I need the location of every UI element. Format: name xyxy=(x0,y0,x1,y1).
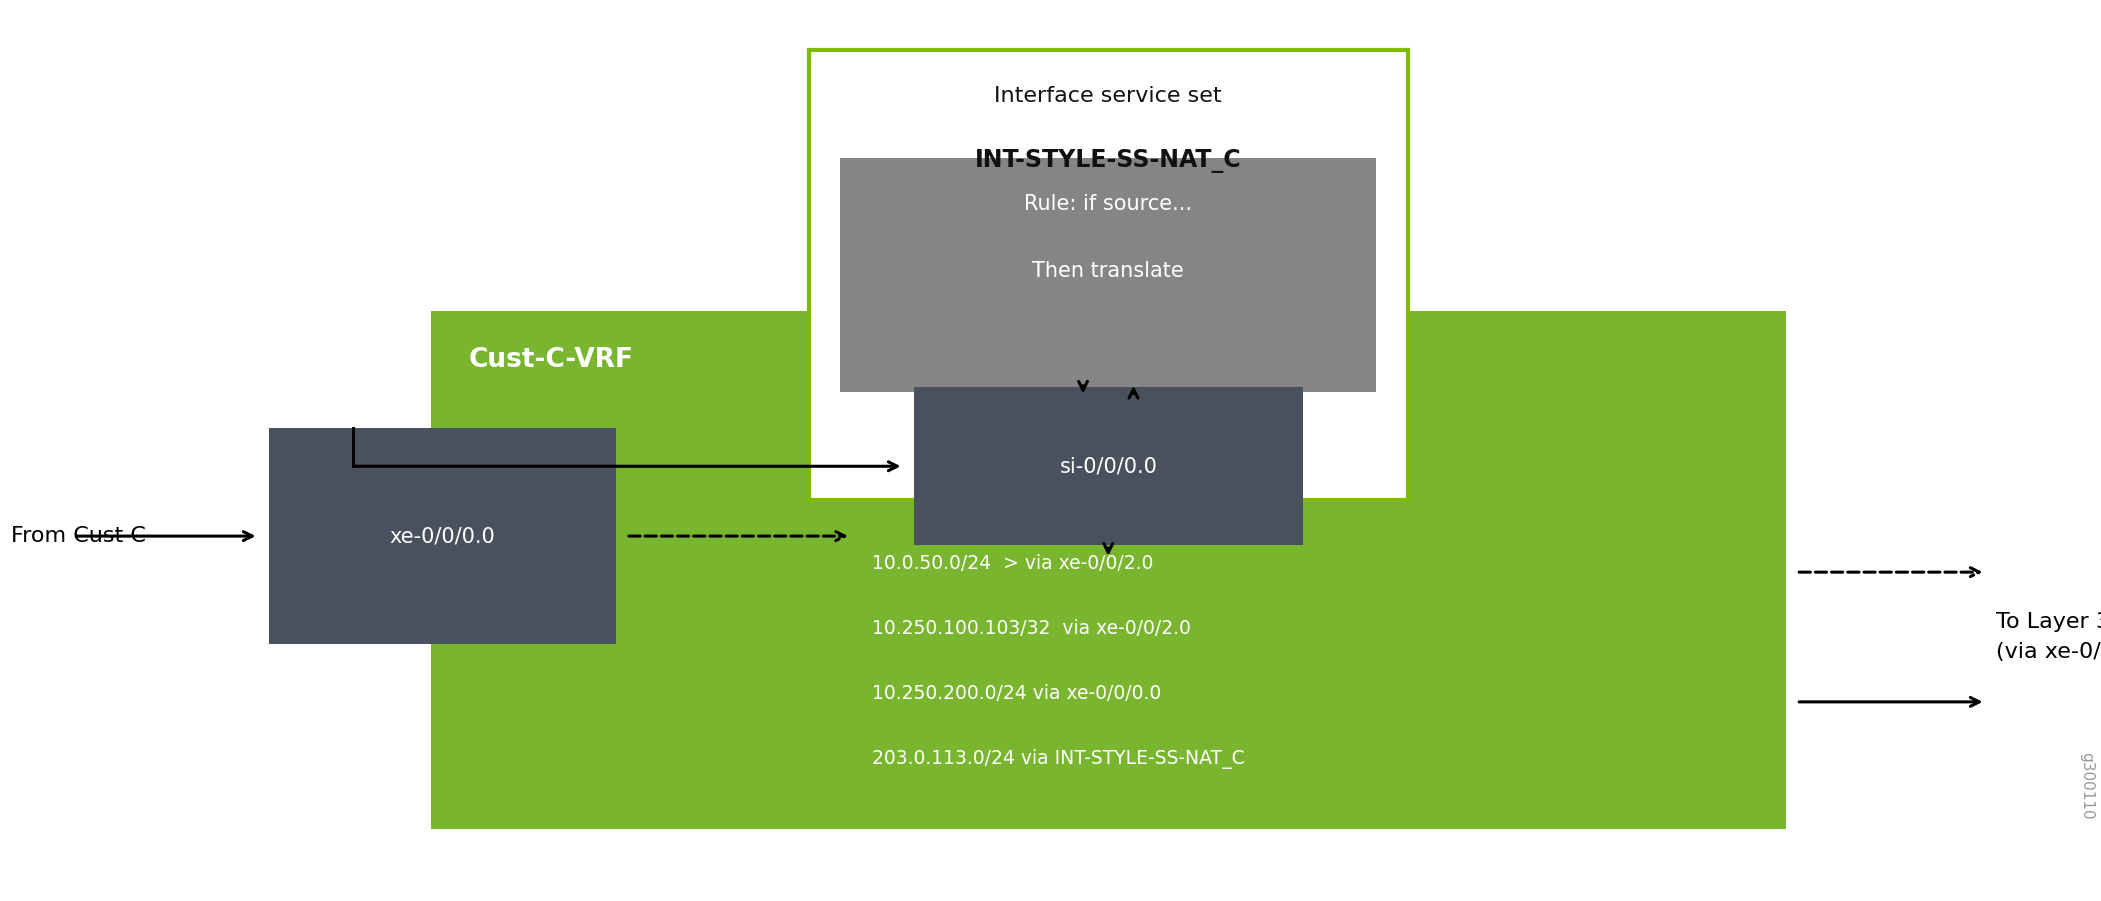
Text: To Layer 3 VPN
(via xe-0/0/0: To Layer 3 VPN (via xe-0/0/0 xyxy=(1996,612,2101,662)
Text: si-0/0/0.0: si-0/0/0.0 xyxy=(1059,456,1158,477)
Text: g300110: g300110 xyxy=(2078,752,2095,820)
Bar xyxy=(431,311,1786,829)
FancyArrowPatch shape xyxy=(1103,543,1114,552)
FancyArrowPatch shape xyxy=(628,532,845,541)
Text: Cust-C-VRF: Cust-C-VRF xyxy=(469,347,635,373)
FancyArrowPatch shape xyxy=(1078,381,1088,390)
FancyArrowPatch shape xyxy=(355,462,897,470)
Text: Rule: if source...: Rule: if source... xyxy=(1025,194,1191,214)
Text: 203.0.113.0/24 via INT-STYLE-SS-NAT_C: 203.0.113.0/24 via INT-STYLE-SS-NAT_C xyxy=(872,749,1244,769)
Text: xe-0/0/0.0: xe-0/0/0.0 xyxy=(389,526,496,546)
FancyArrowPatch shape xyxy=(1128,389,1139,398)
Text: 10.0.50.0/24  > via xe-0/0/2.0: 10.0.50.0/24 > via xe-0/0/2.0 xyxy=(872,554,1153,573)
FancyArrowPatch shape xyxy=(76,532,252,541)
Text: From Cust C: From Cust C xyxy=(11,526,145,546)
Text: INT-STYLE-SS-NAT_C: INT-STYLE-SS-NAT_C xyxy=(975,149,1242,173)
FancyArrowPatch shape xyxy=(1798,697,1979,706)
FancyArrowPatch shape xyxy=(1798,568,1979,577)
Text: 10.250.100.103/32  via xe-0/0/2.0: 10.250.100.103/32 via xe-0/0/2.0 xyxy=(872,619,1191,638)
Text: Interface service set: Interface service set xyxy=(994,86,1223,105)
Text: Then translate: Then translate xyxy=(1032,261,1185,281)
Bar xyxy=(809,50,1408,500)
Bar xyxy=(914,387,1303,545)
Bar xyxy=(840,158,1376,392)
Bar xyxy=(269,428,616,644)
Text: 10.250.200.0/24 via xe-0/0/0.0: 10.250.200.0/24 via xe-0/0/0.0 xyxy=(872,684,1162,703)
